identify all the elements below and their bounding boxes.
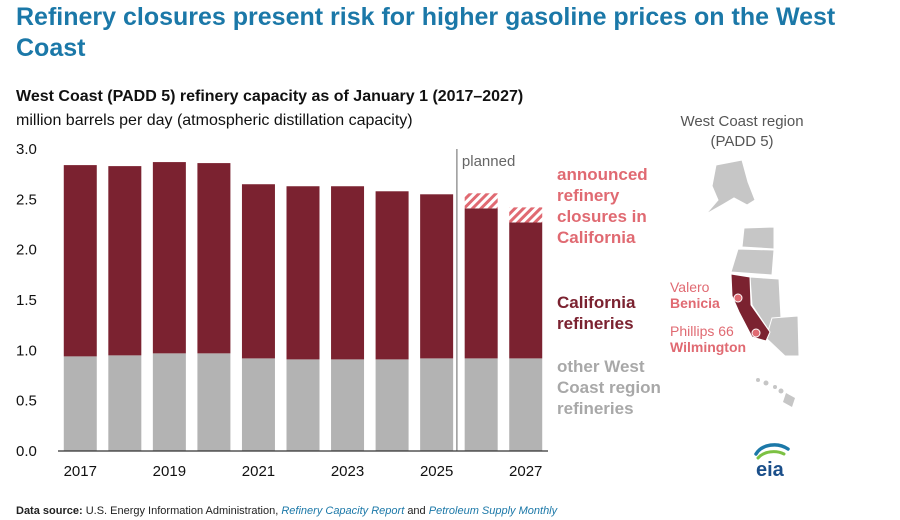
legend-closures: announced refinery closures in Californi… [557, 165, 648, 247]
bar-other [63, 356, 97, 451]
bar-california [375, 191, 409, 360]
x-tick-label: 2025 [420, 463, 453, 480]
x-tick-label: 2023 [331, 463, 364, 480]
map-title: West Coast region (PADD 5) [680, 113, 804, 150]
city-label-benicia: Valero Benicia [670, 279, 720, 311]
map-oregon [730, 248, 775, 276]
city-benicia: Benicia [670, 295, 720, 311]
y-tick-label: 2.5 [16, 191, 37, 208]
y-tick-label: 1.0 [16, 342, 37, 359]
x-tick-label: 2027 [509, 463, 542, 480]
bar-closures [464, 193, 498, 209]
bar-other [286, 359, 320, 451]
y-tick-label: 2.0 [16, 242, 37, 259]
city-wilmington: Wilmington [670, 339, 747, 355]
x-tick-label: 2017 [64, 463, 97, 480]
benicia-marker [733, 293, 743, 303]
bar-california [152, 162, 186, 354]
bar-california [331, 186, 365, 360]
legend-california: California refineries [557, 293, 636, 333]
footer-source: Data source: U.S. Energy Information Adm… [16, 505, 557, 517]
x-tick-label: 2019 [153, 463, 186, 480]
bar-california [108, 166, 142, 356]
y-tick-label: 3.0 [16, 141, 37, 158]
company-valero: Valero [670, 279, 710, 295]
bar-california [197, 163, 231, 354]
map-arizona [765, 315, 800, 357]
bar-california [63, 165, 97, 357]
eia-logo-text: eia [756, 459, 785, 480]
y-tick-label: 0.0 [16, 443, 37, 460]
bar-other [241, 358, 275, 451]
bar-other [464, 358, 498, 451]
bar-other [197, 353, 231, 451]
bar-other [331, 359, 365, 451]
footer-label: Data source: [16, 505, 83, 517]
map-hawaii [756, 378, 795, 407]
footer-text: U.S. Energy Information Administration, [85, 505, 279, 517]
bar-closures [509, 207, 543, 223]
wilmington-marker [751, 328, 761, 338]
company-phillips66: Phillips 66 [670, 323, 734, 339]
page-headline: Refinery closures present risk for highe… [16, 3, 836, 62]
footer-link-refinery-capacity[interactable]: Refinery Capacity Report [281, 505, 405, 517]
map-alaska [705, 159, 756, 215]
bar-other [108, 355, 142, 451]
bar-other [509, 358, 543, 451]
bar-california [464, 208, 498, 359]
map-california [730, 273, 771, 342]
bar-california [241, 184, 275, 359]
city-label-wilmington: Phillips 66 Wilmington [670, 323, 746, 355]
footer-link-petroleum-supply[interactable]: Petroleum Supply Monthly [428, 505, 558, 517]
legend-other: other West Coast region refineries [557, 357, 661, 418]
bar-other [152, 353, 186, 451]
bar-other [420, 358, 454, 451]
bar-california [420, 194, 454, 359]
chart-subtitle: million barrels per day (atmospheric dis… [16, 112, 413, 129]
planned-label: planned [462, 153, 515, 170]
footer-and: and [407, 505, 426, 517]
x-tick-label: 2021 [242, 463, 275, 480]
eia-logo: eia [742, 440, 802, 481]
y-tick-label: 0.5 [16, 393, 37, 410]
bar-california [509, 222, 543, 359]
bar-california [286, 186, 320, 360]
y-tick-label: 1.5 [16, 292, 37, 309]
map-washington [741, 226, 775, 250]
bar-other [375, 359, 409, 451]
chart-title: West Coast (PADD 5) refinery capacity as… [16, 88, 524, 105]
